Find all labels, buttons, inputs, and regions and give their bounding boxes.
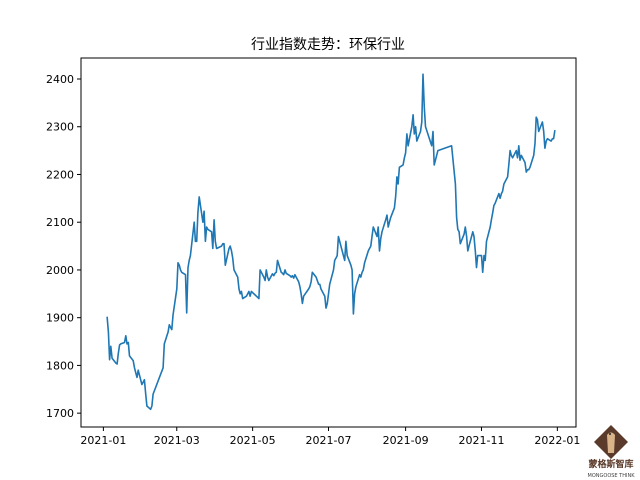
y-tick-label: 2300: [46, 121, 74, 134]
x-tick-label: 2022-01: [534, 434, 580, 447]
y-tick-label: 1700: [46, 407, 74, 420]
x-tick-label: 2021-07: [306, 434, 352, 447]
mongoose-think-logo: 蒙格斯智库 MONGOOSE THINK: [584, 424, 638, 480]
y-tick-label: 2100: [46, 216, 74, 229]
y-tick-label: 2400: [46, 73, 74, 86]
y-tick-label: 1800: [46, 359, 74, 372]
y-tick-label: 2200: [46, 168, 74, 181]
y-tick-label: 2000: [46, 264, 74, 277]
y-tick-label: 1900: [46, 312, 74, 325]
x-tick-label: 2021-05: [230, 434, 276, 447]
x-tick-label: 2021-03: [154, 434, 200, 447]
x-tick-label: 2021-01: [80, 434, 126, 447]
plot-area-frame: [80, 57, 577, 428]
series-line: [106, 73, 556, 411]
chart-title: 行业指数走势：环保行业: [251, 37, 405, 53]
logo-text-en: MONGOOSE THINK: [587, 473, 635, 479]
x-tick-label: 2021-11: [458, 434, 504, 447]
x-tick-label: 2021-09: [383, 434, 429, 447]
mongoose-logo-icon: [594, 425, 628, 459]
logo-text-cn: 蒙格斯智库: [588, 460, 634, 470]
